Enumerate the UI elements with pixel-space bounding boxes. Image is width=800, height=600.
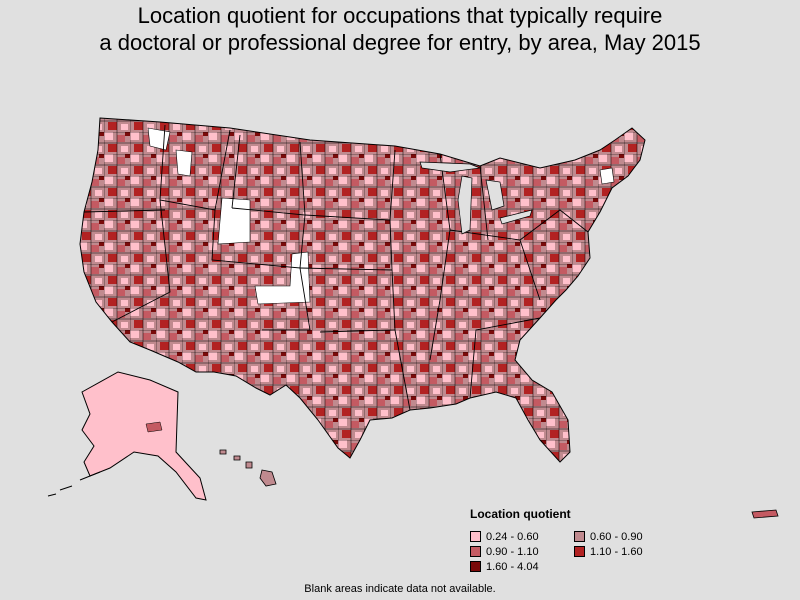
no-data-area-new-hampshire <box>599 167 615 185</box>
alaska <box>81 371 207 501</box>
aleutian-islands <box>47 471 101 497</box>
title-line-2: a doctoral or professional degree for en… <box>99 30 701 55</box>
no-data-area-utah <box>217 197 251 245</box>
footnote: Blank areas indicate data not available. <box>304 583 496 595</box>
lake-superior <box>419 161 482 173</box>
legend-label-2: 0.60 - 0.90 <box>590 530 643 543</box>
legend-label-3: 0.90 - 1.10 <box>486 545 539 558</box>
no-data-area-colorado <box>254 251 311 305</box>
map-title: Location quotient for occupations that t… <box>0 2 800 56</box>
lake-michigan <box>457 175 473 235</box>
legend-swatch-5 <box>470 561 481 572</box>
legend-swatch-4 <box>574 546 585 557</box>
legend-swatch-1 <box>470 531 481 542</box>
state-borders <box>83 124 589 411</box>
lake-huron <box>485 179 505 211</box>
map-legend: Location quotient 0.24 - 0.60 0.60 - 0.9… <box>470 507 700 573</box>
legend-item-4: 1.10 - 1.60 <box>574 545 694 558</box>
legend-swatch-3 <box>470 546 481 557</box>
legend-item-2: 0.60 - 0.90 <box>574 530 694 543</box>
legend-label-4: 1.10 - 1.60 <box>590 545 643 558</box>
title-line-1: Location quotient for occupations that t… <box>137 3 663 28</box>
lake-erie <box>499 209 533 225</box>
legend-item-5: 1.60 - 4.04 <box>470 560 574 573</box>
no-data-area-idaho <box>175 149 193 177</box>
legend-label-1: 0.24 - 0.60 <box>486 530 539 543</box>
legend-item-1: 0.24 - 0.60 <box>470 530 574 543</box>
legend-label-5: 1.60 - 4.04 <box>486 560 539 573</box>
legend-swatch-2 <box>574 531 585 542</box>
legend-item-3: 0.90 - 1.10 <box>470 545 574 558</box>
alaska-region-highlight <box>145 421 163 433</box>
hawaii <box>219 449 277 487</box>
puerto-rico <box>751 509 779 519</box>
legend-title: Location quotient <box>470 507 571 521</box>
